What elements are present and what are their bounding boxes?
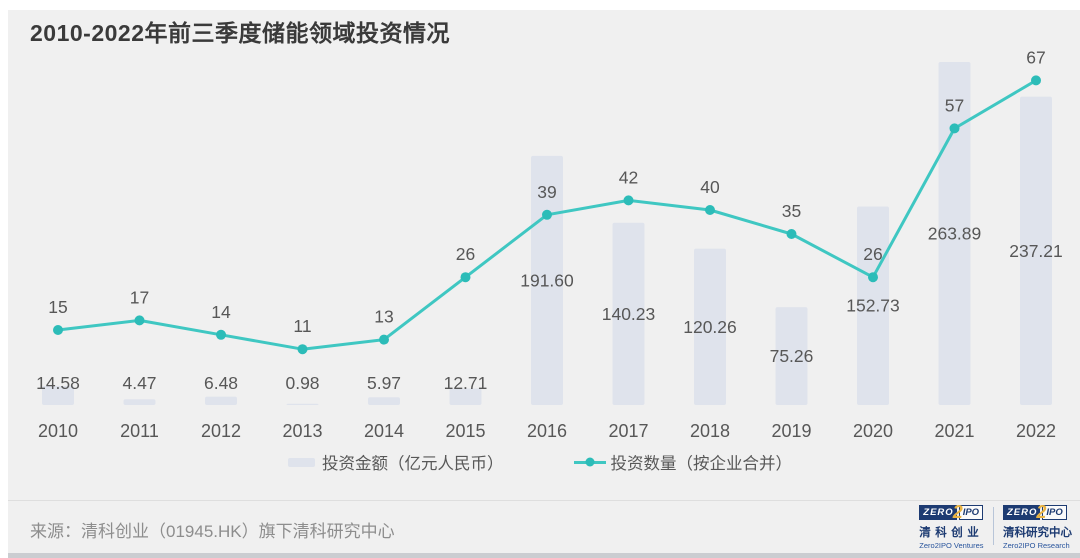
line-point-2016 [542,209,552,220]
line-point-2020 [868,272,878,283]
line-value-label-2014: 13 [374,307,393,327]
chart-title: 2010-2022年前三季度储能领域投资情况 [30,20,450,46]
bar-2020 [857,206,889,405]
zero2ipo-badge-icon: ZERO 2 IPO [919,502,984,522]
logo-en-name: Zero2IPO Research [1003,541,1070,550]
line-point-2018 [705,205,715,215]
line-value-label-2016: 39 [537,182,556,202]
year-label-2022: 2022 [1016,421,1056,441]
line-point-2010 [53,325,63,335]
brand-logos: ZERO 2 IPO 清科创业 Zero2IPO Ventures ZERO 2… [919,502,1072,550]
footer-divider [8,500,1080,501]
line-value-label-2013: 11 [293,316,311,336]
line-point-2011 [134,315,145,326]
bar-value-label-2022: 237.21 [1009,241,1063,261]
year-label-2013: 2013 [282,421,322,441]
line-value-label-2018: 40 [700,177,720,197]
bar-value-label-2017: 140.23 [602,304,656,324]
year-label-2021: 2021 [934,421,974,441]
bar-2017 [612,222,645,405]
line-value-label-2017: 42 [619,167,638,187]
bar-2021 [938,61,971,406]
logo-two-glyph: 2 [952,502,963,522]
line-value-label-2012: 14 [211,302,231,322]
bar-value-label-2012: 6.48 [204,373,238,393]
bar-2018 [694,248,726,405]
logo-cn-name: 清科研究中心 [1003,527,1072,539]
line-value-label-2020: 26 [863,244,882,264]
year-label-2015: 2015 [445,421,485,441]
bar-value-label-2016: 191.60 [520,270,574,290]
year-label-2019: 2019 [771,421,811,441]
year-label-2014: 2014 [364,421,404,441]
source-text: 来源：清科创业（01945.HK）旗下清科研究中心 [30,522,395,541]
line-value-label-2010: 15 [48,297,67,317]
year-label-2012: 2012 [201,421,241,441]
legend-label-investment-amount: 投资金额（亿元人民币） [322,455,504,473]
zero2ipo-ventures-logo: ZERO 2 IPO 清科创业 Zero2IPO Ventures [919,502,984,550]
line-value-label-2019: 35 [782,201,801,221]
line-point-2014 [379,334,389,345]
bar-value-label-2021: 263.89 [928,223,982,243]
legend-label-investment-count: 投资数量（按企业合并） [610,455,793,473]
legend-item-investment-count: 投资数量（按企业合并） [573,450,793,474]
logo-divider [992,507,994,545]
bar-value-label-2010: 14.58 [36,373,80,393]
bar-2019 [775,307,808,405]
bar-2015 [449,388,482,405]
logo-cn-name: 清科创业 [919,527,984,539]
year-label-2011: 2011 [120,421,159,441]
logo-ipo-box: IPO [958,505,984,520]
line-value-label-2015: 26 [456,244,475,264]
line-point-2022 [1031,75,1041,86]
bar-2014 [368,397,400,405]
logo-zero-box: ZERO [1003,505,1041,520]
bar-value-label-2013: 0.98 [285,373,319,393]
year-label-2010: 2010 [38,421,78,441]
line-value-label-2021: 57 [945,95,964,115]
line-series-swatch-icon [573,457,606,467]
line-point-2015 [460,272,471,283]
bar-2016 [531,155,563,405]
logo-zero-box: ZERO [919,505,957,520]
bottom-edge-strip [8,553,1080,558]
bar-2012 [205,396,237,405]
year-label-2018: 2018 [690,421,730,441]
line-point-2013 [297,344,308,355]
line-point-2012 [216,329,226,340]
bar-series-swatch-icon [288,457,315,467]
bar-2010 [42,386,74,405]
bar-value-label-2015: 12.71 [444,373,488,393]
bar-2022 [1020,96,1052,405]
line-value-label-2011: 17 [130,287,149,307]
line-value-label-2022: 67 [1026,47,1045,67]
line-point-2017 [623,195,634,206]
line-point-2019 [786,229,797,239]
bar-value-label-2011: 4.47 [122,373,156,393]
bar-value-label-2014: 5.97 [367,373,401,393]
line-point-2021 [949,123,960,134]
bar-value-label-2019: 75.26 [770,346,814,366]
logo-ipo-box: IPO [1042,505,1067,520]
zero2ipo-badge-icon: ZERO 2 IPO [1003,502,1067,522]
legend-item-investment-amount: 投资金额（亿元人民币） [288,450,504,474]
bar-2011 [123,399,156,405]
chart-legend: 投资金额（亿元人民币） 投资数量（按企业合并） [0,450,1080,474]
bar-value-label-2020: 152.73 [846,296,900,316]
zero2ipo-research-logo: ZERO 2 IPO 清科研究中心 Zero2IPO Research [1003,502,1072,550]
logo-en-name: Zero2IPO Ventures [919,541,984,550]
bar-value-label-2018: 120.26 [683,317,737,337]
year-label-2017: 2017 [608,421,648,441]
year-label-2020: 2020 [853,421,893,441]
year-label-2016: 2016 [527,421,567,441]
logo-two-glyph: 2 [1036,502,1047,522]
bar-2013 [286,403,319,405]
